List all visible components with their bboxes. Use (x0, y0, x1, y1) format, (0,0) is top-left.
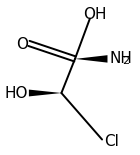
Text: O: O (16, 37, 28, 52)
Text: Cl: Cl (104, 134, 119, 149)
Text: NH: NH (109, 51, 132, 66)
Text: 2: 2 (122, 56, 129, 66)
Polygon shape (29, 90, 61, 96)
Polygon shape (75, 55, 108, 63)
Text: OH: OH (83, 7, 106, 22)
Text: HO: HO (5, 86, 28, 100)
